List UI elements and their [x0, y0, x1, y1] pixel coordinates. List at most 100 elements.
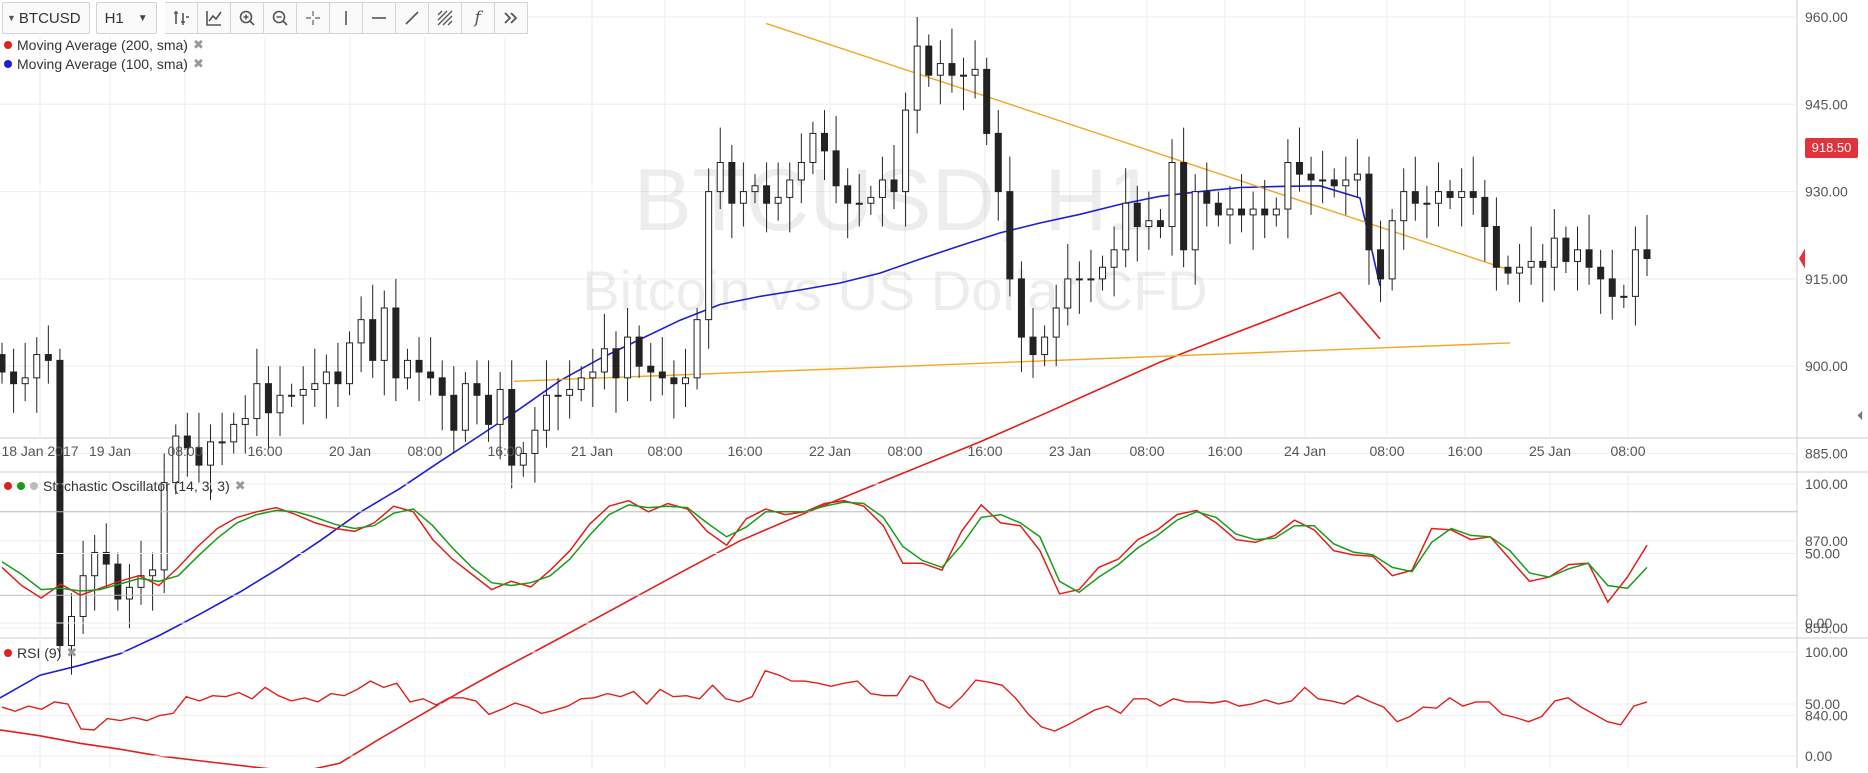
symbol-selector[interactable]: ▼ BTCUSD	[2, 2, 90, 34]
candle-body	[1145, 220, 1153, 228]
bar-style-icon[interactable]	[164, 2, 198, 34]
candle-body	[10, 371, 18, 385]
fib-icon[interactable]	[428, 2, 462, 34]
candle-body	[1041, 336, 1049, 356]
candle-body	[983, 68, 991, 134]
candle-body	[1539, 260, 1547, 268]
candle-body	[577, 377, 585, 390]
candle-body	[33, 354, 41, 379]
candle-body	[1365, 173, 1373, 251]
candle-body	[681, 377, 689, 385]
candle-body	[1307, 173, 1315, 181]
candle-body	[264, 383, 272, 414]
candle-body	[172, 435, 180, 484]
candle-body	[705, 191, 713, 321]
price-axis-tick-label: 930.00	[1805, 184, 1848, 200]
candle-body	[1608, 278, 1616, 297]
candle-body	[1573, 249, 1581, 262]
vertical-line-icon[interactable]	[329, 2, 363, 34]
legend-stochastic: Stochastic Oscillator (14, 3, 3) ✖	[4, 478, 246, 494]
candle-body	[670, 377, 678, 385]
candle-body	[1180, 162, 1188, 251]
candle-body	[207, 441, 215, 466]
candle-body	[1133, 202, 1141, 228]
candle-body	[1388, 220, 1396, 280]
time-axis-tick-label: 16:00	[247, 443, 282, 459]
symbol-caret-icon: ▼	[7, 13, 16, 23]
candle-body	[878, 179, 886, 198]
candle-body	[1458, 191, 1466, 198]
rsi-label: RSI (9)	[17, 645, 62, 661]
candle-body	[1400, 191, 1408, 222]
zoom-in-icon[interactable]	[230, 2, 264, 34]
candle-body	[1353, 173, 1361, 181]
candle-body	[473, 383, 481, 396]
candle-body	[485, 394, 493, 425]
remove-rsi-icon[interactable]: ✖	[66, 645, 78, 660]
ma200-line	[0, 291, 1381, 773]
candle-body	[589, 371, 597, 379]
candle-body	[380, 307, 388, 361]
candle-body	[531, 429, 539, 455]
candle-body	[844, 185, 852, 204]
candle-body	[1504, 266, 1512, 274]
candle-body	[357, 319, 365, 344]
candle-body	[415, 359, 423, 373]
price-axis-tick-label: 855.00	[1805, 620, 1848, 636]
price-axis-tick-label: 900.00	[1805, 358, 1848, 374]
price-axis-tick-label: 945.00	[1805, 96, 1848, 112]
price-axis-tick-label: 870.00	[1805, 533, 1848, 549]
remove-ma200-icon[interactable]: ✖	[192, 37, 204, 52]
crosshair-icon[interactable]	[296, 2, 330, 34]
candle-body	[450, 394, 458, 431]
time-axis-tick-label: 25 Jan	[1529, 443, 1571, 459]
candle-body	[1261, 208, 1269, 216]
horizontal-line-icon[interactable]	[362, 2, 396, 34]
time-axis-tick-label: 21 Jan	[571, 443, 613, 459]
candle-body	[322, 371, 330, 385]
remove-stochastic-icon[interactable]: ✖	[234, 478, 246, 493]
candle-body	[496, 388, 504, 425]
price-axis-tick-label: 885.00	[1805, 446, 1848, 462]
candle-body	[786, 179, 794, 198]
legend-ma200: Moving Average (200, sma) ✖	[4, 37, 204, 53]
candle-body	[1156, 220, 1164, 228]
more-icon[interactable]	[494, 2, 528, 34]
stochastic-axis-tick-label: 0.00	[1805, 615, 1832, 631]
candle-body	[832, 150, 840, 187]
candle-body	[693, 319, 701, 379]
interval-selector[interactable]: H1 ▼	[95, 2, 157, 34]
remove-ma100-icon[interactable]: ✖	[192, 56, 204, 71]
candle-body	[21, 377, 29, 385]
time-axis-tick-label: 16:00	[727, 443, 762, 459]
candle-body	[1423, 202, 1431, 205]
stoch-level-color-dot	[30, 482, 38, 490]
candle-body	[125, 586, 133, 600]
time-axis-tick-label: 24 Jan	[1284, 443, 1326, 459]
candle-body	[0, 354, 6, 373]
candle-body	[403, 359, 411, 379]
candle-body	[1203, 191, 1211, 204]
candle-body	[241, 418, 249, 425]
candle-body	[1562, 237, 1570, 262]
candle-body	[1099, 266, 1107, 280]
candle-body	[542, 394, 550, 431]
zoom-out-icon[interactable]	[263, 2, 297, 34]
trend-line	[513, 342, 1511, 382]
last-price-tag-arrow	[1799, 248, 1805, 269]
candle-body	[1191, 191, 1199, 251]
candle-body	[763, 185, 771, 204]
candle-body	[1411, 191, 1419, 204]
trend-line-icon[interactable]	[395, 2, 429, 34]
indicators-icon[interactable]	[197, 2, 231, 34]
stoch-d-color-dot	[17, 482, 25, 490]
candle-body	[1110, 249, 1118, 268]
candle-body	[821, 132, 828, 152]
stochastic-axis-tick-label: 50.00	[1805, 546, 1840, 562]
rsi-axis-tick-label: 50.00	[1805, 696, 1840, 712]
candle-body	[867, 196, 875, 204]
ma100-color-dot	[4, 60, 12, 68]
function-icon[interactable]: f	[461, 2, 495, 34]
